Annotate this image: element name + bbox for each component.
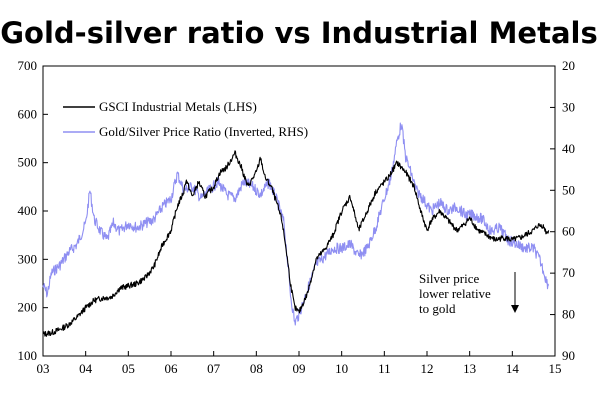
left-tick-label: 100 (18, 348, 38, 363)
axis-ticks: 100 200 300 400 500 600 700 20 30 40 50 60 70 80 90 03 0… (18, 58, 576, 376)
right-tick-label: 80 (562, 307, 575, 322)
x-tick-label: 09 (293, 361, 306, 376)
right-tick-label: 70 (562, 265, 575, 280)
x-tick-label: 10 (335, 361, 348, 376)
legend-label-ratio: Gold/Silver Price Ratio (Inverted, RHS) (99, 124, 308, 139)
left-tick-label: 200 (18, 300, 38, 315)
legend-label-industrial: GSCI Industrial Metals (LHS) (99, 99, 257, 114)
left-tick-label: 400 (18, 203, 38, 218)
right-tick-label: 50 (562, 182, 575, 197)
right-tick-label: 60 (562, 224, 575, 239)
annotation-line-2: lower relative (419, 286, 491, 301)
left-tick-label: 700 (18, 58, 38, 73)
x-tick-label: 14 (506, 361, 520, 376)
series-line-industrial-metals (42, 150, 550, 337)
x-tick-label: 06 (165, 361, 179, 376)
x-tick-label: 13 (463, 361, 476, 376)
right-tick-label: 30 (562, 99, 575, 114)
x-tick-label: 04 (79, 361, 93, 376)
series-lines (42, 122, 550, 337)
annotation-line-3: to gold (419, 301, 456, 316)
legend: GSCI Industrial Metals (LHS) Gold/Silver… (63, 99, 308, 139)
left-tick-label: 600 (18, 106, 38, 121)
series-line-gold-silver-ratio (42, 122, 550, 326)
left-tick-label: 300 (18, 251, 38, 266)
x-tick-label: 08 (250, 361, 263, 376)
right-tick-label: 90 (562, 348, 575, 363)
annotation-line-1: Silver price (419, 271, 480, 286)
x-tick-label: 12 (421, 361, 434, 376)
x-tick-label: 05 (122, 361, 135, 376)
chart-title: Gold-silver ratio vs Industrial Metals (0, 16, 598, 50)
annotation-arrow-head (511, 305, 519, 313)
right-tick-label: 40 (562, 141, 575, 156)
right-tick-label: 20 (562, 58, 575, 73)
x-tick-label: 03 (37, 361, 50, 376)
x-tick-label: 11 (378, 361, 391, 376)
x-tick-label: 07 (207, 361, 221, 376)
x-tick-label: 15 (549, 361, 562, 376)
annotation: Silver price lower relative to gold (419, 271, 519, 316)
left-tick-label: 500 (18, 155, 38, 170)
